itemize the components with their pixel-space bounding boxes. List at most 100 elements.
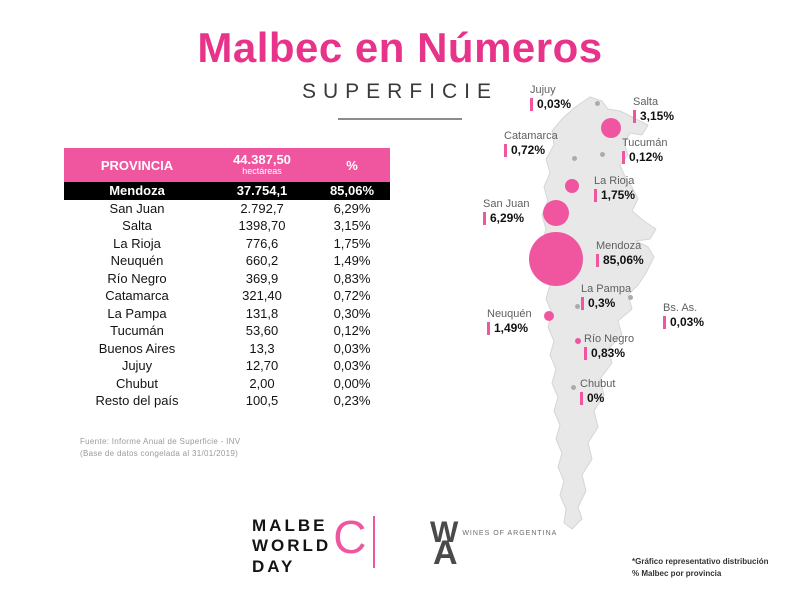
map-label-la-pampa: La Pampa 0,3% bbox=[581, 283, 631, 311]
row-hectares: 13,3 bbox=[249, 340, 275, 356]
mwd-line-day: DAY bbox=[252, 556, 296, 576]
page-subtitle: SUPERFICIE bbox=[301, 80, 499, 103]
row-percent: 6,29% bbox=[333, 200, 371, 216]
map-bubble-mendoza bbox=[529, 232, 583, 286]
argentina-map: Jujuy 0,03% Salta 3,15% Catamarca 0,72% Tucumá… bbox=[478, 80, 778, 550]
table-row: Mendoza 37.754,1 85,06% bbox=[64, 182, 390, 200]
row-percent: 0,23% bbox=[333, 393, 371, 409]
table-row: La Rioja 776,6 1,75% bbox=[64, 235, 390, 253]
header-total: 44.387,50 hectáreas bbox=[210, 151, 314, 177]
map-label-chubut: Chubut 0% bbox=[580, 378, 616, 406]
table-row: Río Negro 369,9 0,83% bbox=[64, 270, 390, 288]
row-province: San Juan bbox=[109, 200, 165, 216]
header-total-unit: hectáreas bbox=[242, 166, 282, 177]
source-line-2: (Base de datos congelada al 31/01/2019) bbox=[80, 448, 239, 458]
header-provincia: PROVINCIA bbox=[100, 157, 174, 173]
row-percent: 3,15% bbox=[333, 218, 371, 234]
map-bubble-san-juan bbox=[543, 200, 569, 226]
map-label-pct: 3,15% bbox=[633, 109, 674, 124]
row-province: Resto del país bbox=[95, 393, 179, 409]
table-row: Chubut 2,00 0,00% bbox=[64, 375, 390, 393]
mwd-accent-bar bbox=[373, 516, 376, 568]
map-label-name: Chubut bbox=[580, 378, 616, 390]
map-label-mendoza: Mendoza 85,06% bbox=[596, 240, 644, 268]
map-bubble-r-o-negro bbox=[575, 338, 581, 344]
row-percent: 1,49% bbox=[333, 253, 371, 269]
province-table: PROVINCIA 44.387,50 hectáreas % Mendoza 3… bbox=[64, 148, 390, 460]
row-province: Tucumán bbox=[110, 323, 164, 339]
row-percent: 0,00% bbox=[333, 375, 371, 391]
malbec-world-day-logo: MALBE WORLD DAY C bbox=[252, 511, 376, 577]
woa-monogram-w: W bbox=[430, 516, 458, 549]
map-bubble-la-pampa bbox=[574, 303, 580, 309]
table-row: Buenos Aires 13,3 0,03% bbox=[64, 340, 390, 358]
row-hectares: 37.754,1 bbox=[236, 183, 288, 199]
row-percent: 0,30% bbox=[333, 305, 371, 321]
row-hectares: 12,70 bbox=[245, 358, 279, 374]
row-percent: 0,03% bbox=[333, 358, 371, 374]
table-row: Catamarca 321,40 0,72% bbox=[64, 287, 390, 305]
row-province: Chubut bbox=[116, 375, 158, 391]
map-label-name: La Rioja bbox=[594, 175, 635, 187]
map-label-name: Bs. As. bbox=[663, 302, 698, 314]
footnote-line-2: % Malbec por provincia bbox=[632, 569, 722, 578]
table-row: Tucumán 53,60 0,12% bbox=[64, 322, 390, 340]
woa-caption: WINES OF ARGENTINA bbox=[462, 529, 558, 537]
table-row: Jujuy 12,70 0,03% bbox=[64, 357, 390, 375]
row-province: Mendoza bbox=[109, 183, 165, 199]
map-label-catamarca: Catamarca 0,72% bbox=[504, 130, 558, 158]
table-row: San Juan 2.792,7 6,29% bbox=[64, 200, 390, 218]
row-province: Buenos Aires bbox=[98, 340, 176, 356]
mwd-big-c: C bbox=[333, 511, 367, 563]
mwd-line-malbe: MALBE bbox=[252, 516, 328, 535]
header-total-value: 44.387,50 bbox=[233, 151, 291, 167]
map-label-name: Salta bbox=[633, 96, 659, 108]
map-label-r-o-negro: Río Negro 0,83% bbox=[584, 333, 634, 361]
map-label-name: Catamarca bbox=[504, 130, 558, 142]
row-province: Jujuy bbox=[121, 358, 153, 374]
row-hectares: 53,60 bbox=[245, 323, 279, 339]
row-hectares: 100,5 bbox=[245, 393, 279, 409]
row-province: La Rioja bbox=[113, 235, 161, 251]
row-hectares: 1398,70 bbox=[238, 218, 286, 234]
row-percent: 0,03% bbox=[333, 340, 371, 356]
map-label-jujuy: Jujuy 0,03% bbox=[530, 84, 571, 112]
row-percent: 85,06% bbox=[329, 183, 375, 199]
woa-top: W WINES OF ARGENTINA bbox=[430, 518, 557, 548]
map-label-name: Jujuy bbox=[530, 84, 556, 96]
header-percent: % bbox=[346, 157, 358, 173]
row-percent: 0,12% bbox=[333, 323, 371, 339]
map-label-neuqu-n: Neuquén 1,49% bbox=[487, 308, 532, 336]
row-hectares: 660,2 bbox=[245, 253, 279, 269]
row-hectares: 369,9 bbox=[245, 270, 279, 286]
map-label-pct: 0,12% bbox=[622, 150, 667, 165]
page-title: Malbec en Números bbox=[197, 24, 603, 71]
row-province: Río Negro bbox=[107, 270, 167, 286]
row-province: Neuquén bbox=[110, 253, 164, 269]
map-label-la-rioja: La Rioja 1,75% bbox=[594, 175, 635, 203]
row-hectares: 2,00 bbox=[249, 375, 275, 391]
table-row: Resto del país 100,5 0,23% bbox=[64, 392, 390, 410]
table-row: Salta 1398,70 3,15% bbox=[64, 217, 390, 235]
row-percent: 0,83% bbox=[333, 270, 371, 286]
wines-of-argentina-logo: W WINES OF ARGENTINA A bbox=[430, 518, 557, 572]
subtitle-underline bbox=[338, 118, 462, 120]
map-label-bs-as: Bs. As. 0,03% bbox=[663, 302, 704, 330]
map-bubble-chubut bbox=[570, 384, 576, 390]
map-label-name: Mendoza bbox=[596, 240, 642, 252]
map-bubble-la-rioja bbox=[565, 179, 579, 193]
table-header: PROVINCIA 44.387,50 hectáreas % bbox=[64, 148, 390, 182]
map-bubble-jujuy bbox=[594, 100, 600, 106]
map-bubble-neuqu-n bbox=[544, 311, 554, 321]
map-label-pct: 1,75% bbox=[594, 188, 635, 203]
row-hectares: 776,6 bbox=[245, 235, 279, 251]
row-province: La Pampa bbox=[107, 305, 167, 321]
woa-monogram-a: A bbox=[433, 534, 458, 572]
map-label-san-juan: San Juan 6,29% bbox=[483, 198, 529, 226]
map-bubble-salta bbox=[601, 118, 621, 138]
map-label-tucum-n: Tucumán 0,12% bbox=[622, 137, 667, 165]
row-province: Salta bbox=[122, 218, 152, 234]
row-hectares: 2.792,7 bbox=[240, 200, 284, 216]
table-row: La Pampa 131,8 0,30% bbox=[64, 305, 390, 323]
map-label-pct: 85,06% bbox=[596, 253, 644, 268]
